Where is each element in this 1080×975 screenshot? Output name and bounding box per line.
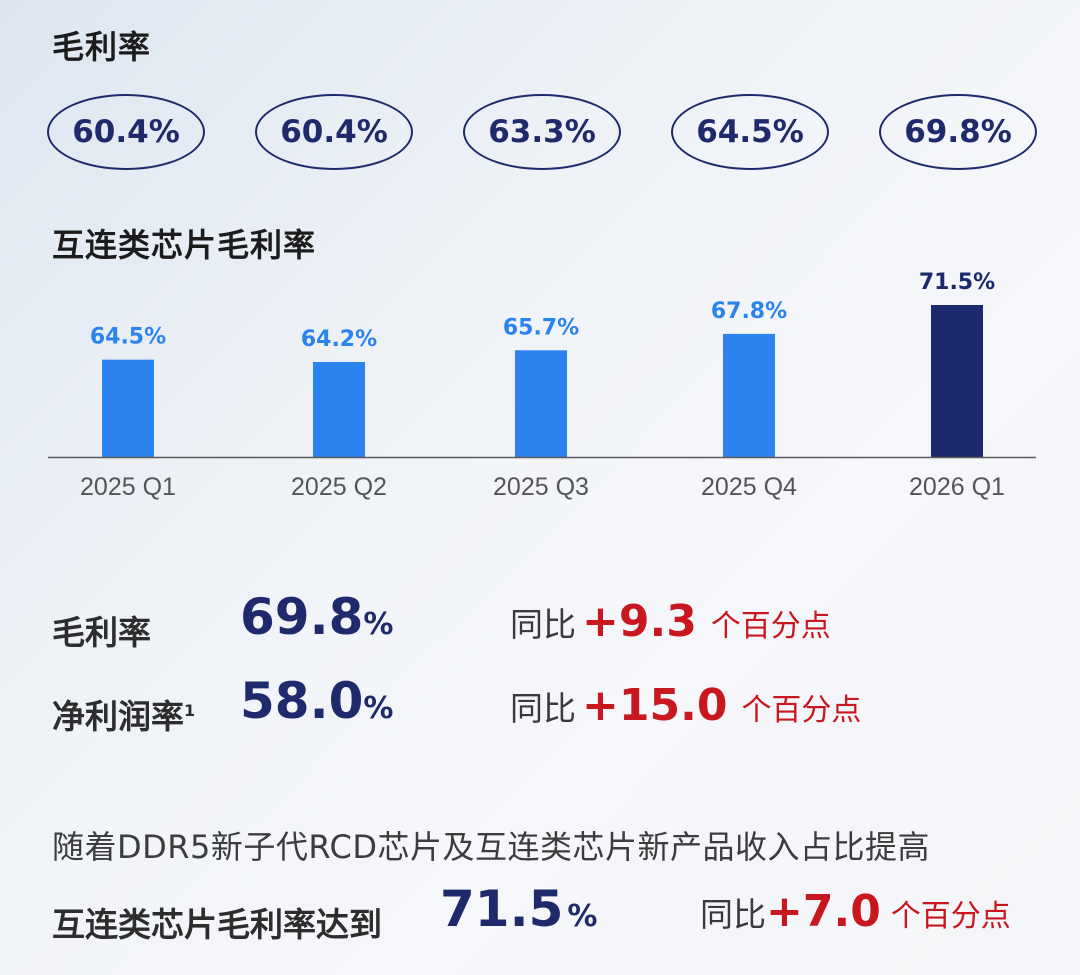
net-margin-change: +15.0 — [582, 680, 728, 731]
bar-value-label: 64.2% — [301, 327, 377, 352]
summary-unit: % — [567, 899, 598, 934]
summary-yoy: 同比+7.0 个百分点 — [700, 886, 1011, 937]
net-margin-label: 净利润率 — [52, 697, 184, 736]
bar-2025-q3 — [515, 350, 567, 457]
summary-value-group: 71.5% — [440, 880, 597, 938]
net-margin-yoy: 同比 +15.0 个百分点 — [510, 680, 861, 731]
x-tick-label: 2026 Q1 — [909, 473, 1005, 501]
net-margin-footnote: 1 — [184, 701, 196, 720]
x-tick-label: 2025 Q3 — [493, 473, 589, 501]
x-tick-label: 2025 Q2 — [291, 473, 387, 501]
gross-margin-yoy: 同比 +9.3 个百分点 — [510, 596, 831, 647]
gross-margin-value: 69.8 — [240, 588, 364, 646]
gross-margin-pill: 69.8% — [879, 94, 1037, 170]
summary-value: 71.5 — [440, 880, 564, 938]
bar-2026-q1 — [931, 305, 983, 457]
gross-margin-pill: 63.3% — [463, 94, 621, 170]
gross-margin-unit: % — [363, 607, 394, 642]
gross-margin-pill: 64.5% — [671, 94, 829, 170]
bar-value-label: 65.7% — [503, 315, 579, 340]
summary-yoy-label: 同比 — [700, 895, 766, 934]
gross-margin-value-group: 69.8% — [240, 588, 393, 646]
gross-margin-change: +9.3 — [582, 596, 697, 647]
summary-sentence: 随着DDR5新子代RCD芯片及互连类芯片新产品收入占比提高 — [52, 828, 931, 866]
gross-margin-title: 毛利率 — [52, 28, 152, 66]
net-margin-change-unit: 个百分点 — [741, 693, 862, 728]
bar-value-label: 67.8% — [711, 299, 787, 324]
gross-margin-pill: 60.4% — [47, 94, 205, 170]
bar-value-label: 71.5% — [919, 270, 995, 295]
summary-change-unit: 个百分点 — [890, 899, 1011, 934]
gross-margin-pill: 60.4% — [255, 94, 413, 170]
net-margin-label-group: 净利润率1 — [52, 690, 195, 738]
bar-2025-q2 — [313, 362, 365, 457]
bar-2025-q1 — [102, 359, 154, 457]
x-tick-label: 2025 Q1 — [80, 473, 176, 501]
gross-margin-change-unit: 个百分点 — [710, 609, 831, 644]
gross-margin-yoy-label: 同比 — [510, 605, 576, 644]
net-margin-value: 58.0 — [240, 672, 364, 730]
net-margin-yoy-label: 同比 — [510, 689, 576, 728]
interconnect-margin-title: 互连类芯片毛利率 — [52, 226, 317, 264]
gross-margin-label: 毛利率 — [52, 613, 151, 652]
net-margin-unit: % — [363, 691, 394, 726]
bar-2025-q4 — [723, 333, 775, 457]
interconnect-margin-chart: 64.5% 2025 Q1 64.2% 2025 Q2 65.7% 2025 Q3 67.8… — [48, 270, 1036, 501]
summary-label: 互连类芯片毛利率达到 — [52, 905, 382, 944]
net-margin-value-group: 58.0% — [240, 672, 393, 730]
bar-value-label: 64.5% — [90, 325, 166, 350]
summary-change: +7.0 — [766, 886, 881, 937]
x-tick-label: 2025 Q4 — [701, 473, 797, 501]
